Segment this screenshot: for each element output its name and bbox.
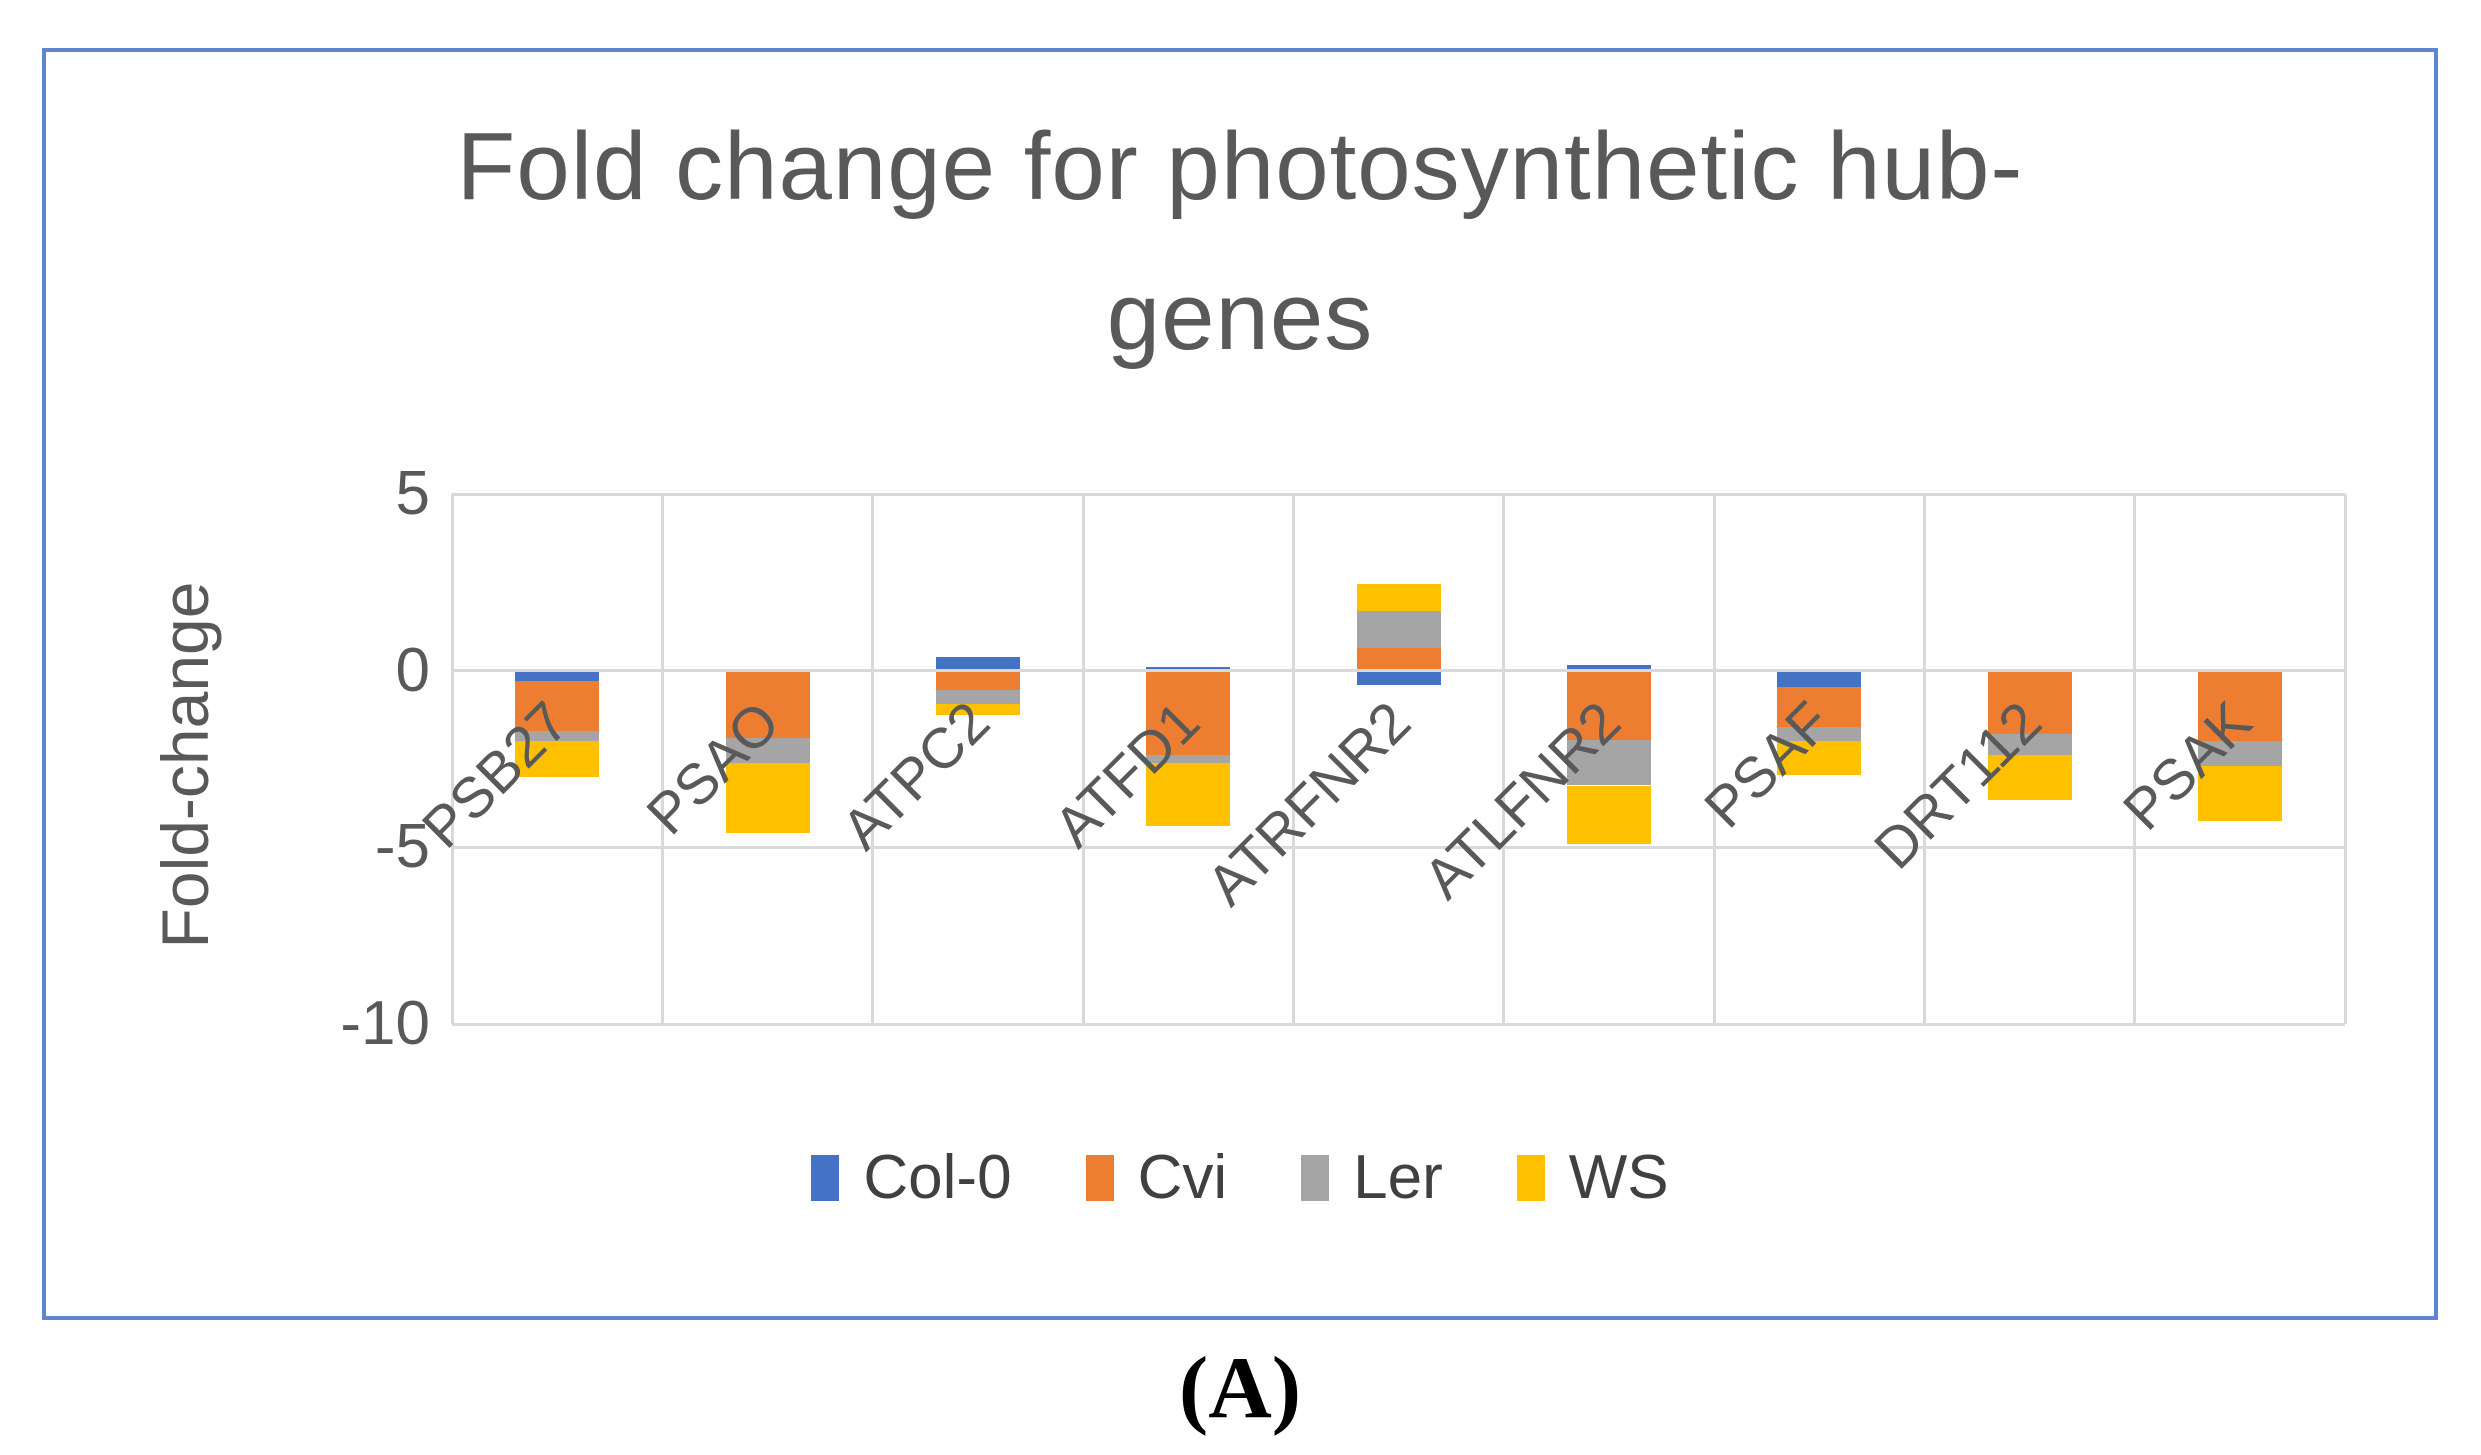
bar-segment-atpc2-ws <box>935 704 1020 715</box>
gridline-vertical <box>2133 494 2137 1024</box>
bar-segment-atpc2-col-0 <box>935 656 1020 671</box>
bar-segment-atfd1-ws <box>1146 762 1231 827</box>
chart-title-line2: genes <box>1106 263 1374 370</box>
bar-segment-psao-cvi <box>725 670 810 738</box>
bar-segment-psak-ws <box>2197 766 2282 821</box>
bar-segment-psb27-ler <box>515 730 600 742</box>
bar-segment-atlfnr2-ler <box>1566 739 1651 786</box>
chart-title: Fold change for photosynthetic hub- gene… <box>42 92 2438 392</box>
y-tick-label: 0 <box>395 635 430 705</box>
legend-item-col-0: Col-0 <box>811 1142 1012 1213</box>
legend-label-col-0: Col-0 <box>863 1143 1012 1212</box>
figure-caption: (A) <box>1178 1340 1302 1437</box>
bar-segment-drt112-cvi <box>1987 670 2072 735</box>
bar-segment-psao-ws <box>725 762 810 834</box>
y-tick-label: -5 <box>374 812 430 882</box>
gridline-horizontal <box>452 845 2345 849</box>
bar-segment-psak-cvi <box>2197 670 2282 742</box>
legend-item-ler: Ler <box>1301 1142 1443 1213</box>
gridline-vertical <box>2343 494 2347 1024</box>
legend-label-cvi: Cvi <box>1137 1143 1228 1212</box>
gridline-horizontal <box>452 669 2345 673</box>
y-axis-title: Fold-change <box>148 581 222 949</box>
bar-segment-psb27-col-0 <box>515 670 600 682</box>
legend-swatch-cvi <box>1085 1154 1114 1201</box>
legend-swatch-ws <box>1516 1154 1545 1201</box>
gridline-vertical <box>1922 494 1926 1024</box>
legend-label-ws: WS <box>1568 1143 1669 1212</box>
bar-segment-psaf-ler <box>1777 727 1862 742</box>
bar-segment-atrfnr2-ler <box>1356 610 1441 648</box>
legend-item-ws: WS <box>1516 1142 1669 1213</box>
bar-segment-atpc2-ler <box>935 690 1020 705</box>
bar-segment-atfd1-ler <box>1146 755 1231 763</box>
legend-swatch-ler <box>1301 1154 1330 1201</box>
bar-segment-atlfnr2-ws <box>1566 785 1651 844</box>
bar-segment-atfd1-cvi <box>1146 670 1231 756</box>
bar-segment-psb27-ws <box>515 741 600 777</box>
bar-segment-psak-ler <box>2197 741 2282 767</box>
gridline-vertical <box>1712 494 1716 1024</box>
legend: Col-0 Cvi Ler WS <box>42 1142 2438 1213</box>
gridline-vertical <box>1081 494 1085 1024</box>
gridline-vertical <box>660 494 664 1024</box>
bar-segment-atfd1-col-0 <box>1146 667 1231 671</box>
bar-segment-psaf-ws <box>1777 741 1862 775</box>
bar-segment-atlfnr2-cvi <box>1566 670 1651 740</box>
gridline-vertical <box>450 494 454 1024</box>
gridline-horizontal <box>452 1022 2345 1026</box>
bar-segment-psb27-cvi <box>515 681 600 731</box>
bar-segment-atrfnr2-col-0 <box>1356 670 1441 685</box>
legend-label-ler: Ler <box>1353 1143 1443 1212</box>
bar-segment-atpc2-cvi <box>935 670 1020 691</box>
bar-segment-atlfnr2-col-0 <box>1566 665 1651 671</box>
bar-segment-psaf-col-0 <box>1777 670 1862 687</box>
gridline-horizontal <box>452 492 2345 496</box>
y-tick-label: -10 <box>340 989 430 1058</box>
bar-segment-atrfnr2-ws <box>1356 584 1441 611</box>
gridline-vertical <box>871 494 875 1024</box>
bar-segment-drt112-ws <box>1987 755 2072 800</box>
gridline-vertical <box>1502 494 1506 1024</box>
gridline-vertical <box>1291 494 1295 1024</box>
y-tick-label: 5 <box>395 459 430 528</box>
bar-segment-atrfnr2-cvi <box>1356 647 1441 671</box>
bar-segment-drt112-ler <box>1987 734 2072 756</box>
legend-item-cvi: Cvi <box>1085 1142 1228 1213</box>
chart-title-line1: Fold change for photosynthetic hub- <box>456 113 2024 220</box>
bar-segment-psaf-cvi <box>1777 686 1862 728</box>
legend-swatch-col-0 <box>811 1154 840 1201</box>
bar-segment-psao-ler <box>725 737 810 763</box>
